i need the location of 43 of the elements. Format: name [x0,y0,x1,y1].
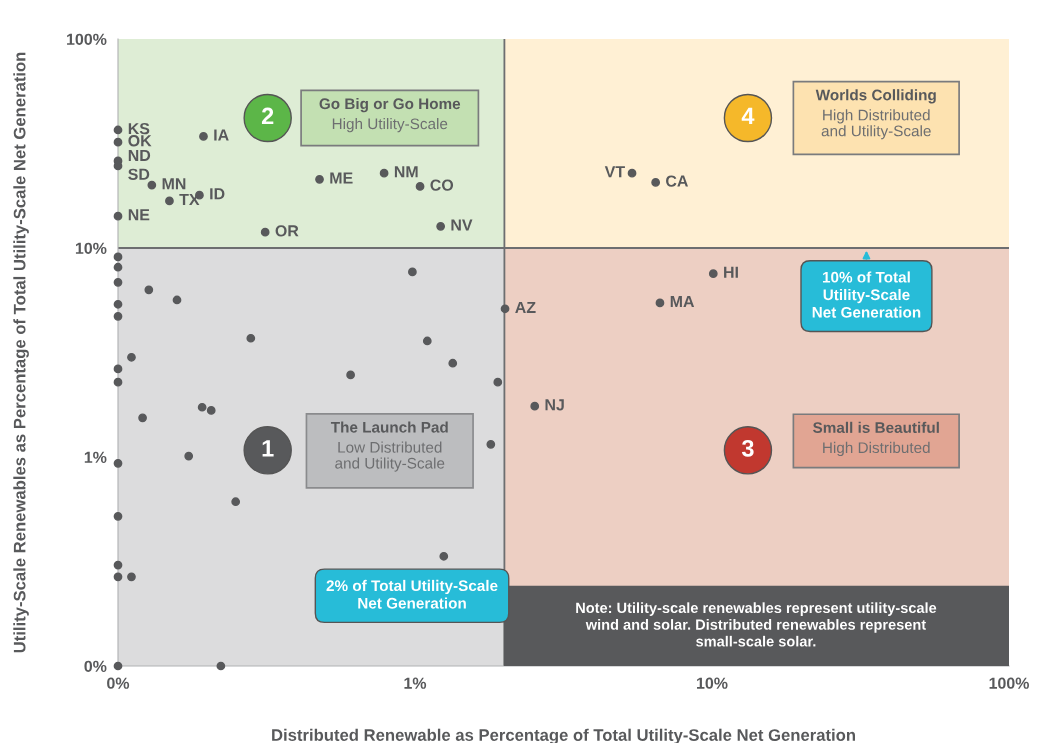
x-tick-label: 10% [697,677,728,689]
annotation: 3 [741,439,754,457]
annotation: CA [666,175,689,187]
annotation: VT [604,166,625,178]
annotation: Small is Beautiful [813,421,939,434]
annotation: High Utility-Scale [332,118,448,133]
annotation: Worlds Colliding [815,89,936,104]
annotation: Note: Utility-scale renewables represent utility-scale wind and solar. Distributed renewables represent small-scale solar. [576,602,937,647]
x-tick-label: 100% [989,677,1030,689]
annotation: NE [128,209,150,221]
annotation: 1 [262,440,274,457]
y-tick-label: 0% [84,660,107,672]
annotation: High Distributed [823,441,930,457]
annotation: MN [162,178,186,190]
annotation: MA [670,296,695,308]
annotation: High Distributed and Utility-Scale [821,109,931,140]
annotation: The Launch Pad [330,421,448,433]
x-tick-label: 1% [404,677,427,689]
ref-line-label: 10% of Total Utility-Scale Net Generation [812,271,921,318]
annotation: IA [214,129,229,141]
annotation: KS [128,122,150,135]
annotation: NV [451,219,473,231]
y-tick-label: 100% [67,33,107,45]
annotation: Go Big or Go Home [319,97,461,113]
annotation: AZ [515,301,536,313]
annotation: ID [210,188,225,200]
annotation: HI [724,266,738,278]
x-tick-label: 0% [107,677,130,689]
annotation: CO [430,179,454,191]
annotation: SD [128,168,150,180]
annotation: Low Distributed and Utility-Scale [335,441,445,472]
y-tick-label: 10% [75,242,107,254]
ref-line-label: 2% of Total Utility-Scale Net Generation [326,579,498,609]
y-axis-title: Utility-Scale Renewables as Percentage of Total Utility-Scale Net Generation [13,52,29,653]
annotation: 4 [741,107,755,125]
annotation: NM [394,166,418,178]
annotation: OR [275,225,299,237]
annotation: NJ [545,399,564,411]
annotation: ME [330,172,353,184]
y-tick-label: 1% [84,451,107,463]
annotation: OK [128,135,152,147]
annotation: 2 [261,107,274,125]
annotation: ND [128,149,151,161]
